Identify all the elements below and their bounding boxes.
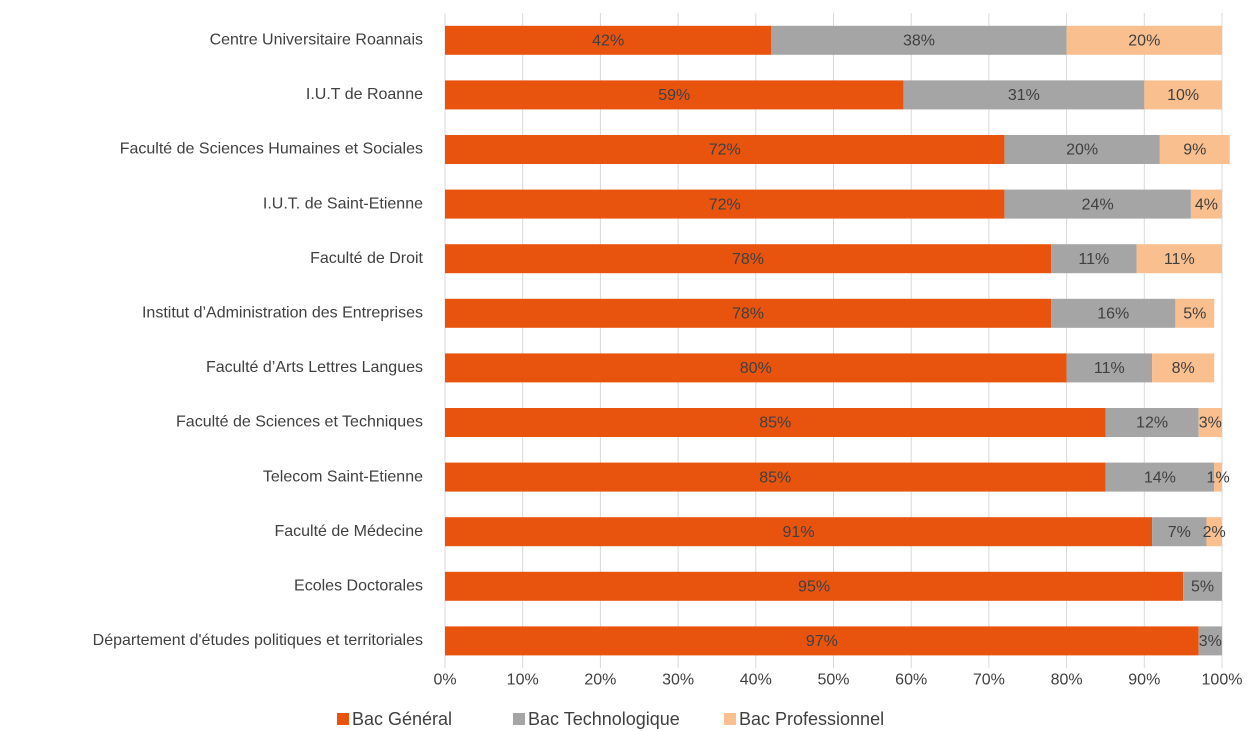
data-label: 5% [1183, 306, 1206, 323]
data-label: 85% [759, 469, 791, 486]
data-label: 8% [1172, 360, 1195, 377]
data-label: 2% [1203, 524, 1226, 541]
bar-segment [1206, 517, 1222, 547]
data-label: 10% [1167, 87, 1199, 104]
legend-label: Bac Technologique [528, 709, 680, 729]
data-label: 14% [1144, 469, 1176, 486]
data-label: 78% [732, 251, 764, 268]
x-tick-label: 30% [662, 671, 694, 688]
bar-segment [1175, 298, 1215, 328]
data-label: 72% [709, 142, 741, 159]
data-label: 95% [798, 579, 830, 596]
bar-segment [1183, 571, 1222, 601]
bar-segment [445, 189, 1005, 219]
bar-segment [1144, 80, 1222, 110]
bar-segment [771, 25, 1067, 55]
bar-segment [445, 244, 1052, 274]
data-label: 11% [1078, 251, 1109, 268]
data-label: 72% [709, 196, 741, 213]
bar-segment [1051, 298, 1176, 328]
bar-segment [1066, 25, 1222, 55]
data-label: 9% [1183, 142, 1206, 159]
bar-segment [445, 25, 772, 55]
bar-segment [1004, 189, 1191, 219]
bar-segment [1159, 135, 1230, 164]
bar-segment [1136, 244, 1222, 274]
data-label: 20% [1066, 142, 1098, 159]
data-label: 78% [732, 306, 764, 323]
bar-segment [445, 298, 1052, 328]
y-tick-label: I.U.T de Roanne [306, 86, 423, 103]
data-label: 4% [1195, 196, 1218, 213]
bar-segment [1004, 135, 1160, 164]
bar-segment [903, 80, 1145, 110]
y-tick-label: I.U.T. de Saint-Etienne [263, 195, 423, 212]
data-label: 11% [1164, 251, 1195, 268]
bar-segment [1214, 462, 1222, 492]
x-tick-label: 60% [895, 671, 927, 688]
bar-segment [1105, 408, 1199, 437]
bar-segment [445, 626, 1199, 656]
data-label: 11% [1094, 360, 1125, 377]
y-tick-label: Faculté de Sciences Humaines et Sociales [120, 141, 423, 158]
data-label: 5% [1191, 579, 1214, 596]
bar-segment [445, 571, 1184, 601]
x-tick-label: 90% [1128, 671, 1160, 688]
x-tick-label: 20% [584, 671, 616, 688]
x-tick-label: 80% [1051, 671, 1083, 688]
data-label: 12% [1136, 415, 1168, 432]
bar-segment [445, 135, 1005, 164]
x-tick-label: 50% [817, 671, 849, 688]
y-tick-label: Faculté de Droit [310, 250, 423, 267]
legend-marker [724, 713, 736, 725]
bar-segment [1066, 353, 1153, 383]
bar-segment [445, 462, 1106, 492]
data-label: 7% [1168, 524, 1191, 541]
bar-segment [1152, 353, 1215, 383]
legend-label: Bac Général [352, 709, 452, 729]
y-tick-label: Centre Universitaire Roannais [210, 32, 423, 49]
x-tick-label: 100% [1202, 671, 1243, 688]
bar-segment [445, 80, 904, 110]
data-label: 3% [1199, 633, 1222, 650]
y-tick-label: Telecom Saint-Etienne [263, 468, 423, 485]
bar-segment [1105, 462, 1215, 492]
legend-label: Bac Professionnel [739, 709, 884, 729]
y-tick-label: Faculté de Sciences et Techniques [176, 414, 423, 431]
data-label: 31% [1008, 87, 1040, 104]
y-tick-label: Département d'études politiques et terri… [93, 632, 423, 649]
data-label: 20% [1128, 33, 1160, 50]
bar-segment [445, 517, 1153, 547]
y-tick-label: Institut d’Administration des Entreprise… [142, 305, 423, 322]
y-tick-label: Faculté de Médecine [274, 523, 423, 540]
x-tick-label: 10% [507, 671, 539, 688]
x-tick-label: 40% [740, 671, 772, 688]
data-label: 97% [806, 633, 838, 650]
data-label: 59% [658, 87, 690, 104]
data-label: 16% [1097, 306, 1129, 323]
bar-segment [445, 353, 1067, 383]
data-label: 38% [903, 33, 935, 50]
bar-segment [1152, 517, 1207, 547]
legend-marker [337, 713, 349, 725]
data-label: 80% [740, 360, 772, 377]
y-tick-label: Ecoles Doctorales [294, 578, 423, 595]
bar-segment [1198, 408, 1222, 437]
bar-segment [445, 408, 1106, 437]
bar-segment [1051, 244, 1137, 274]
x-tick-label: 0% [433, 671, 456, 688]
data-label: 85% [759, 415, 791, 432]
data-label: 1% [1207, 469, 1230, 486]
bar-segment [1190, 189, 1222, 219]
data-label: 3% [1199, 415, 1222, 432]
data-label: 91% [783, 524, 815, 541]
data-label: 42% [592, 33, 624, 50]
y-tick-label: Faculté d’Arts Lettres Langues [206, 359, 423, 376]
x-tick-label: 70% [973, 671, 1005, 688]
data-label: 24% [1082, 196, 1114, 213]
legend-marker [513, 713, 525, 725]
bar-segment [1198, 626, 1222, 656]
